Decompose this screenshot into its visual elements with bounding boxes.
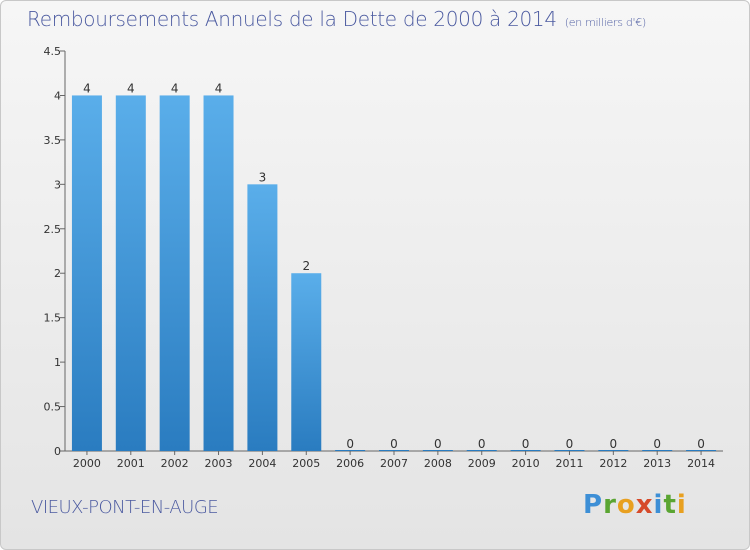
x-tick-label: 2009 bbox=[468, 457, 496, 470]
data-label-2005: 2 bbox=[302, 259, 310, 273]
y-tick-label: 2 bbox=[54, 267, 61, 280]
data-label-2001: 4 bbox=[127, 81, 135, 95]
data-label-2004: 3 bbox=[259, 170, 267, 184]
chart-title-block: Remboursements Annuels de la Dette de 20… bbox=[27, 7, 646, 31]
logo-letter: P bbox=[583, 490, 604, 520]
data-label-2010: 0 bbox=[522, 437, 530, 451]
y-tick-label: 0 bbox=[54, 445, 61, 458]
proxiti-logo: Proxiti bbox=[583, 490, 687, 520]
data-label-2007: 0 bbox=[390, 437, 398, 451]
logo-letter: r bbox=[603, 490, 617, 520]
data-label-2013: 0 bbox=[653, 437, 661, 451]
logo-letter: i bbox=[676, 490, 687, 520]
bar-2001 bbox=[115, 95, 146, 451]
x-tick-label: 2013 bbox=[643, 457, 671, 470]
logo-letter: i bbox=[653, 490, 664, 520]
logo-letter: o bbox=[616, 490, 636, 520]
bar-2004 bbox=[247, 184, 278, 452]
y-tick-label: 3.5 bbox=[44, 134, 62, 147]
x-tick-label: 2003 bbox=[205, 457, 233, 470]
x-tick-label: 2011 bbox=[555, 457, 583, 470]
y-tick-label: 0.5 bbox=[44, 401, 62, 414]
x-tick-label: 2012 bbox=[599, 457, 627, 470]
data-label-2012: 0 bbox=[610, 437, 618, 451]
data-label-2003: 4 bbox=[215, 81, 223, 95]
logo-letter: x bbox=[635, 490, 654, 520]
bar-2003 bbox=[203, 95, 234, 451]
y-tick-label: 3 bbox=[54, 178, 61, 191]
data-label-2000: 4 bbox=[83, 81, 91, 95]
y-tick-label: 4.5 bbox=[44, 45, 62, 58]
data-label-2006: 0 bbox=[346, 437, 354, 451]
x-tick-label: 2002 bbox=[161, 457, 189, 470]
y-tick-label: 1 bbox=[54, 356, 61, 369]
bar-2000 bbox=[71, 95, 102, 451]
bar-2002 bbox=[159, 95, 190, 451]
y-tick-label: 2.5 bbox=[44, 223, 62, 236]
x-tick-label: 2008 bbox=[424, 457, 452, 470]
x-tick-label: 2000 bbox=[73, 457, 101, 470]
x-tick-label: 2014 bbox=[687, 457, 715, 470]
y-tick-label: 1.5 bbox=[44, 312, 62, 325]
logo-letter: t bbox=[663, 490, 677, 520]
chart-title: Remboursements Annuels de la Dette de 20… bbox=[27, 7, 557, 31]
data-label-2014: 0 bbox=[697, 437, 705, 451]
commune-name: VIEUX-PONT-EN-AUGE bbox=[31, 497, 219, 518]
data-label-2002: 4 bbox=[171, 81, 179, 95]
data-label-2008: 0 bbox=[434, 437, 442, 451]
y-tick-label: 4 bbox=[54, 89, 61, 102]
data-label-2011: 0 bbox=[566, 437, 574, 451]
x-tick-label: 2007 bbox=[380, 457, 408, 470]
x-tick-label: 2004 bbox=[248, 457, 276, 470]
chart-subtitle: (en milliers d'€) bbox=[564, 16, 646, 29]
x-tick-label: 2005 bbox=[292, 457, 320, 470]
data-label-2009: 0 bbox=[478, 437, 486, 451]
x-tick-label: 2001 bbox=[117, 457, 145, 470]
x-tick-label: 2006 bbox=[336, 457, 364, 470]
x-tick-label: 2010 bbox=[512, 457, 540, 470]
bar-2005 bbox=[291, 273, 322, 451]
